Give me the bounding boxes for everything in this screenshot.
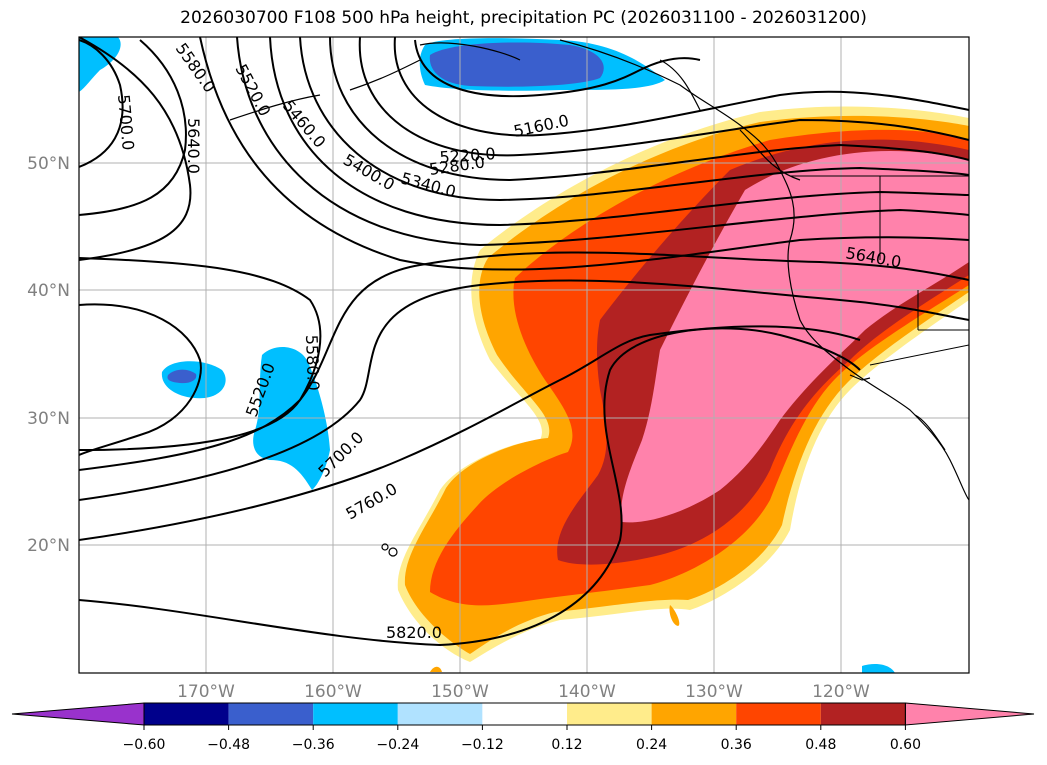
colorbar-swatch xyxy=(651,703,737,725)
colorbar-tick-label: −0.24 xyxy=(376,737,419,753)
contour-5220 xyxy=(393,37,969,137)
contour-5640 xyxy=(79,251,969,471)
precip-positive-anomaly xyxy=(397,106,969,672)
colorbar-tick-label: 0.12 xyxy=(551,737,582,753)
lon-label: 160°W xyxy=(304,682,362,702)
map-frame xyxy=(78,36,970,674)
shade-neg-0.36 xyxy=(429,42,604,87)
contour-5280 xyxy=(358,37,969,157)
map-title: 2026030700 F108 500 hPa height, precipit… xyxy=(180,8,867,28)
contour-label: 5700.0 xyxy=(114,94,138,151)
colorbar-swatch xyxy=(567,703,652,725)
colorbar-tick-label: −0.12 xyxy=(461,737,504,753)
colorbar-swatch xyxy=(313,703,398,725)
colorbar-ticks xyxy=(143,725,906,730)
colorbar-swatch xyxy=(820,703,906,725)
colorbar-swatch xyxy=(904,702,1035,726)
contour-label: 5580.0 xyxy=(302,334,323,391)
contour-5460 xyxy=(269,37,969,227)
colorbar-tick-label: 0.60 xyxy=(890,737,921,753)
lat-label: 30°N xyxy=(27,409,70,429)
colorbar-frame xyxy=(143,702,906,726)
contour-label: 5220.0 xyxy=(439,144,496,167)
shade-0.60 xyxy=(621,151,969,523)
contour-5640-west xyxy=(79,39,187,216)
colorbar-tick-label: −0.36 xyxy=(292,737,335,753)
colorbar-swatch xyxy=(482,703,567,725)
lat-label: 20°N xyxy=(27,536,70,556)
contour-5160 xyxy=(414,39,701,98)
colorbar-swatch xyxy=(397,703,483,725)
contour-5820 xyxy=(79,327,861,647)
lon-label: 140°W xyxy=(558,682,616,702)
contour-5700 xyxy=(79,279,969,501)
colorbar: −0.60 −0.48 −0.36 −0.24 −0.12 0.12 0.24 … xyxy=(11,702,1035,753)
colorbar-swatch xyxy=(144,703,229,725)
colorbar-tick-label: −0.48 xyxy=(207,737,250,753)
colorbar-tick-label: 0.36 xyxy=(721,737,752,753)
contour-5340 xyxy=(329,37,969,182)
contour-5400 xyxy=(299,37,969,202)
colorbar-tick-label: −0.60 xyxy=(123,737,166,753)
lon-label: 130°W xyxy=(685,682,743,702)
contour-label: 5820.0 xyxy=(386,623,442,642)
map-plot-area: 5580.0 5520.0 5460.0 5400.0 5340.0 5280.… xyxy=(79,37,969,673)
latitude-labels: 50°N 40°N 30°N 20°N xyxy=(27,154,70,556)
contour-5580-west xyxy=(79,37,322,451)
contour-5700-west xyxy=(79,39,124,168)
lon-label: 170°W xyxy=(177,682,235,702)
lon-label: 120°W xyxy=(812,682,870,702)
colorbar-tick-label: 0.48 xyxy=(805,737,836,753)
coastlines xyxy=(229,39,969,557)
lat-label: 50°N xyxy=(27,154,70,174)
longitude-labels: 170°W 160°W 150°W 140°W 130°W 120°W xyxy=(177,682,870,702)
colorbar-swatch xyxy=(11,702,145,726)
graticule xyxy=(79,37,969,673)
contour-label: 5640.0 xyxy=(184,118,203,174)
colorbar-swatch xyxy=(736,703,821,725)
colorbar-swatch xyxy=(228,703,314,725)
lon-label: 150°W xyxy=(431,682,489,702)
contour-5520-low xyxy=(79,303,202,456)
contour-5580 xyxy=(199,37,969,271)
colorbar-tick-label: 0.24 xyxy=(636,737,667,753)
lat-label: 40°N xyxy=(27,281,70,301)
contour-5520 xyxy=(236,37,969,247)
height-contours xyxy=(79,37,969,647)
